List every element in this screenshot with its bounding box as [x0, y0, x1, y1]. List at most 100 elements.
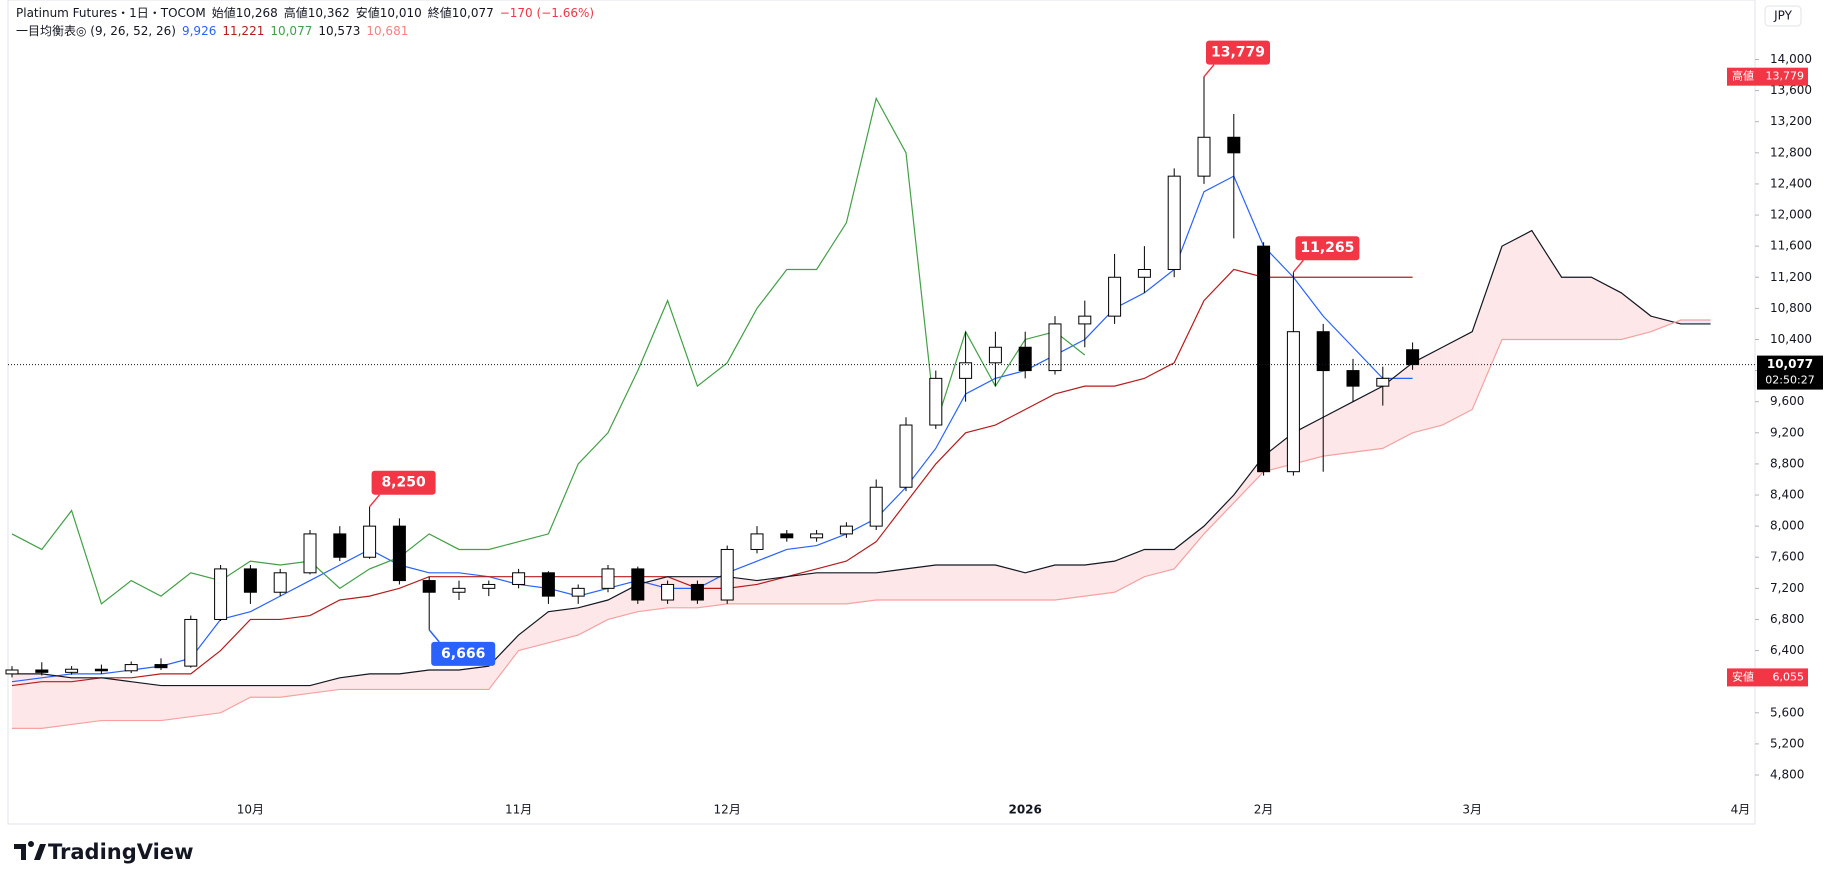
candle-body	[1137, 268, 1151, 278]
cloud-segment	[1680, 320, 1711, 324]
lagging-line	[11, 96, 1086, 605]
indicator-name: 一目均衡表◎ (9, 26, 52, 26)	[16, 24, 176, 38]
x-tick-label: 2026	[1008, 803, 1041, 817]
candle-body	[184, 618, 198, 667]
candle-body	[273, 572, 287, 593]
marker-pointer	[1292, 259, 1304, 273]
marker-box	[431, 641, 496, 666]
cloud-segment	[1084, 561, 1115, 597]
range-tag	[1727, 67, 1808, 86]
indicator-value: 9,926	[181, 24, 217, 38]
cloud-segment	[786, 572, 817, 604]
cloud-segment	[1055, 565, 1085, 601]
cloud-segment	[1114, 549, 1145, 593]
ohlc-low: 安値10,010	[355, 6, 422, 20]
change: −170 (−1.66%)	[499, 6, 595, 20]
marker-pointer	[1203, 64, 1215, 78]
y-tick-label: 11,200	[1770, 270, 1812, 284]
y-tick-label: 6,400	[1770, 643, 1804, 657]
cloud-segment	[131, 681, 161, 721]
candle-body	[214, 568, 228, 620]
cloud-segment	[488, 635, 519, 690]
range-tag	[1727, 668, 1808, 687]
ohlc-close: 終値10,077	[427, 6, 494, 20]
cloud-segment	[71, 677, 102, 725]
cloud-segment	[667, 576, 698, 608]
candle-body	[541, 572, 555, 597]
candle-body	[512, 572, 526, 585]
candle-body	[94, 668, 108, 672]
cloud-segment	[310, 677, 340, 694]
cloud-segment	[965, 565, 996, 601]
cloud-segment	[1502, 230, 1532, 340]
candle-body	[452, 587, 466, 593]
x-tick-label: 12月	[714, 803, 741, 817]
cloud-segment	[399, 670, 430, 690]
cloud-segment	[339, 673, 370, 690]
symbol-line: Platinum Futures・1日・TOCOM 始値10,268 高値10,36…	[16, 4, 600, 22]
candle-body	[631, 568, 645, 601]
y-tick-label: 9,200	[1770, 425, 1804, 439]
y-tick-label: 13,200	[1770, 114, 1812, 128]
candle-body	[1048, 323, 1062, 372]
candle-body	[899, 424, 913, 488]
candle-body	[422, 580, 436, 593]
candle-body	[1227, 136, 1241, 154]
cloud-segment	[608, 584, 638, 620]
cloud-segment	[1382, 362, 1413, 449]
y-tick-label: 11,600	[1770, 239, 1812, 253]
candle-body	[35, 669, 49, 673]
candle-body	[1197, 136, 1211, 177]
cloud-segment	[1472, 246, 1502, 410]
cloud-segment	[250, 685, 281, 698]
y-tick-label: 10,800	[1770, 301, 1812, 315]
cloud-segment	[101, 677, 132, 721]
cloud-segment	[1233, 456, 1264, 503]
candle-body	[5, 669, 19, 675]
candle-body	[1078, 315, 1092, 325]
cloud-segment	[161, 685, 191, 721]
cloud-segment	[846, 572, 877, 604]
cloud-segment	[1591, 277, 1622, 340]
legend-header: Platinum Futures・1日・TOCOM 始値10,268 高値10,36…	[16, 4, 600, 40]
cloud-segment	[1561, 277, 1592, 340]
cloud-segment	[369, 673, 400, 690]
cloud-segment	[906, 565, 936, 601]
currency-button[interactable]	[1764, 5, 1802, 27]
candle-body	[780, 533, 794, 539]
cloud-segment	[1323, 401, 1353, 457]
brand: TradingView	[12, 840, 193, 864]
y-tick-label: 14,000	[1770, 52, 1812, 66]
indicator-value: 10,573	[318, 24, 361, 38]
marker-box	[371, 470, 436, 495]
last-price-tag	[1757, 355, 1823, 390]
y-tick-label: 10,400	[1770, 332, 1812, 346]
base-line	[11, 268, 1413, 687]
candle-body	[333, 533, 347, 558]
candle-body	[65, 668, 79, 673]
x-tick-label: 4月	[1731, 803, 1751, 817]
marker-box	[1295, 236, 1360, 261]
indicator-value: 11,221	[222, 24, 265, 38]
y-tick-label: 8,400	[1770, 488, 1804, 502]
cloud-segment	[1293, 417, 1324, 464]
cloud-segment	[935, 565, 966, 601]
currency[interactable]: JPY	[1773, 9, 1793, 23]
ohlc-open: 始値10,268	[211, 6, 278, 20]
y-tick-label: 13,600	[1770, 83, 1812, 97]
cloud-segment	[1204, 495, 1234, 534]
candle-body	[690, 583, 704, 601]
ohlc-high: 高値10,362	[283, 6, 350, 20]
candle-body	[243, 568, 257, 593]
candle-body	[810, 533, 824, 539]
y-tick-label: 6,800	[1770, 612, 1804, 626]
cloud-segment	[1025, 565, 1055, 601]
x-tick-label: 2月	[1254, 803, 1274, 817]
y-tick-label: 7,200	[1770, 581, 1804, 595]
cloud-segment	[637, 576, 668, 612]
candle-body	[601, 568, 615, 589]
candle-body	[1108, 276, 1122, 317]
marker-label: 11,265	[1300, 240, 1354, 256]
marker-pointer	[428, 629, 440, 643]
